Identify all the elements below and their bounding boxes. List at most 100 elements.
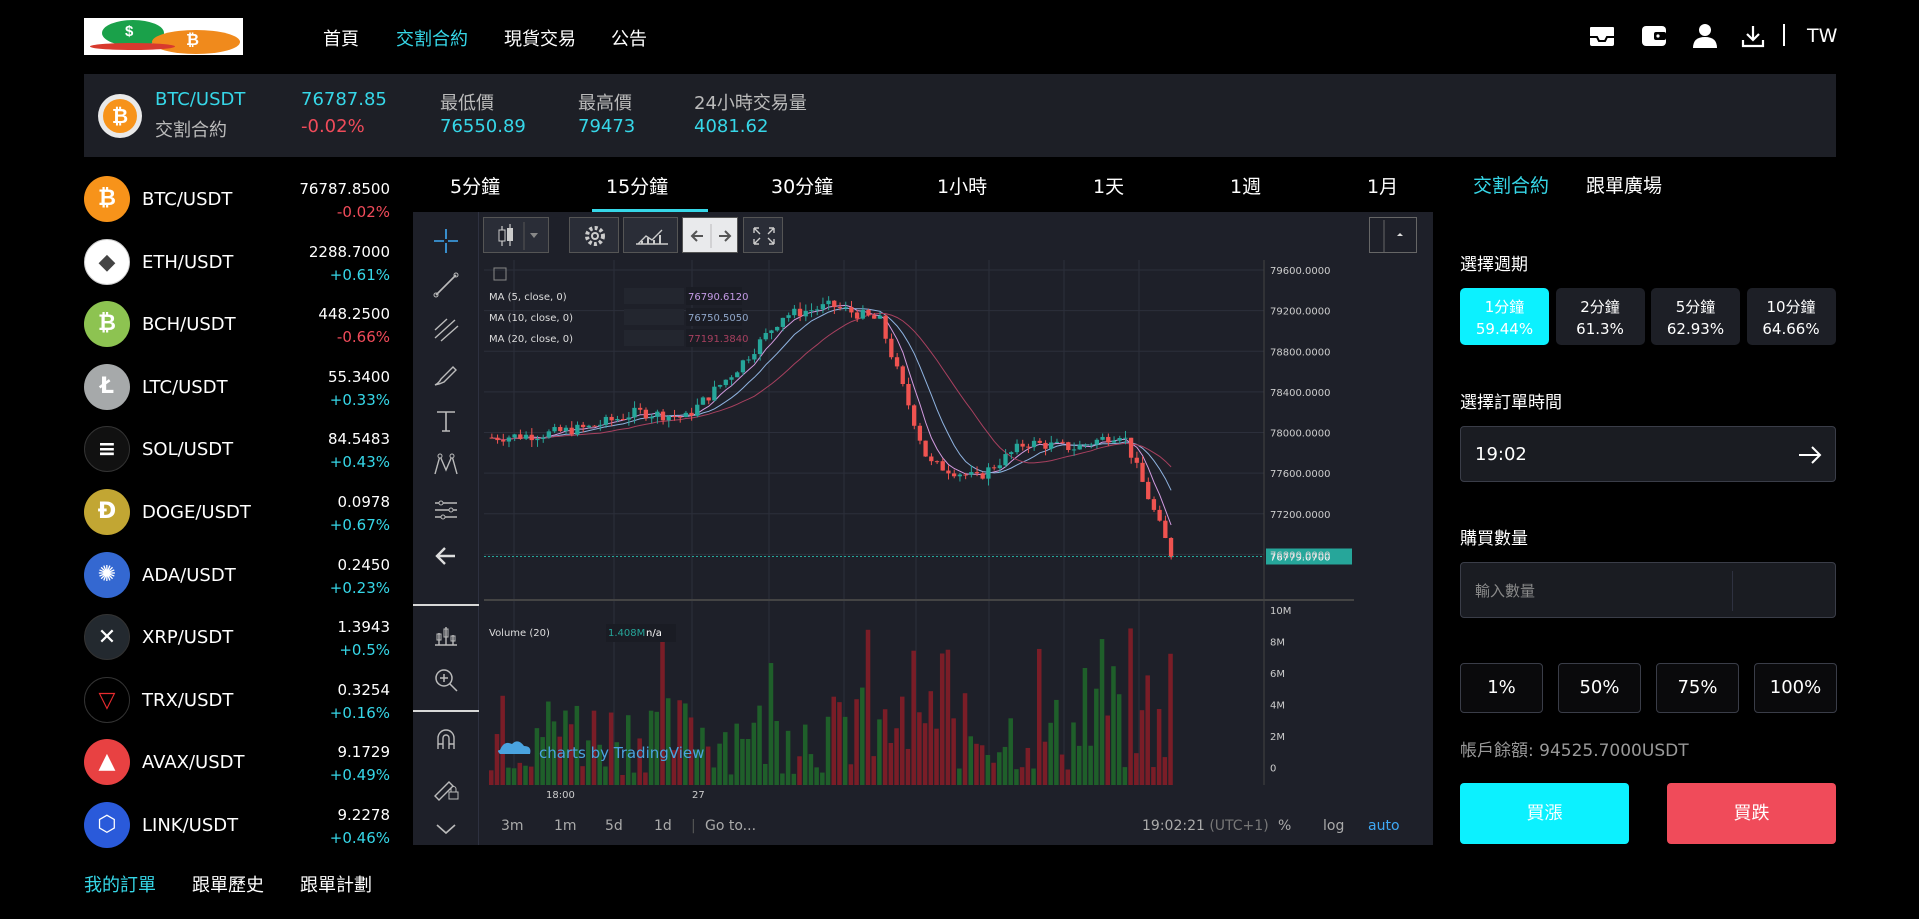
- candle-body: [843, 307, 848, 309]
- volume-legend-value: 1.408M: [608, 628, 645, 639]
- ma-value-bg: [686, 308, 742, 326]
- wallet-icon[interactable]: [1640, 22, 1668, 50]
- range-3m[interactable]: 3m: [501, 818, 524, 834]
- coin-row[interactable]: ▲ AVAX/USDT 9.1729 +0.49%: [84, 739, 390, 801]
- volume-bar: [563, 710, 568, 785]
- nav-home[interactable]: 首頁: [323, 29, 359, 50]
- volume-bar: [1014, 769, 1019, 785]
- volume-bar: [780, 773, 785, 785]
- coin-row[interactable]: ₿ BTC/USDT 76787.8500 -0.02%: [84, 176, 390, 238]
- coin-row[interactable]: ✕ XRP/USDT 1.3943 +0.5%: [84, 614, 390, 676]
- pattern-tool-icon[interactable]: [431, 450, 461, 480]
- candle-body: [957, 474, 962, 477]
- lock-drawings-icon[interactable]: [431, 772, 461, 802]
- measure-icon[interactable]: [431, 619, 461, 649]
- timeframe-tab[interactable]: 1小時: [937, 176, 988, 198]
- percent-button[interactable]: 100%: [1754, 663, 1837, 713]
- period-option[interactable]: 10分鐘 64.66%: [1746, 288, 1836, 345]
- download-icon[interactable]: [1739, 22, 1767, 50]
- timeframe-tab[interactable]: 1週: [1230, 176, 1262, 198]
- coin-row[interactable]: Ł LTC/USDT 55.3400 +0.33%: [84, 363, 390, 426]
- buy-up-button[interactable]: 買漲: [1460, 783, 1629, 844]
- volume-bar: [974, 743, 979, 785]
- coin-row[interactable]: ◆ ETH/USDT 2288.7000 +0.61%: [84, 238, 390, 301]
- timeframe-tab[interactable]: 1月: [1367, 176, 1399, 198]
- tradingview-chart[interactable]: 76779.0700 79600.0000 79200.0000 78800.0000…: [413, 212, 1433, 845]
- zoom-in-icon[interactable]: [431, 665, 461, 695]
- price-axis-label: 79200.0000: [1270, 307, 1330, 318]
- inbox-icon[interactable]: [1588, 22, 1616, 50]
- coin-row[interactable]: ✺ ADA/USDT 0.2450 +0.23%: [84, 551, 391, 614]
- nav-announcements[interactable]: 公告: [611, 29, 647, 50]
- percent-button[interactable]: 75%: [1656, 663, 1739, 713]
- coin-row[interactable]: ▽ TRX/USDT 0.3254 +0.16%: [84, 676, 390, 739]
- timeframe-tab[interactable]: 15分鐘: [606, 176, 669, 198]
- arrow-right-icon[interactable]: [1797, 443, 1823, 467]
- coin-row[interactable]: Ð DOGE/USDT 0.0978 +0.67%: [84, 489, 390, 551]
- period-time: 10分鐘: [1766, 298, 1816, 316]
- price-chart-plot[interactable]: 76779.0700 79600.0000 79200.0000 78800.0000…: [484, 260, 1354, 800]
- percent-scale-toggle[interactable]: %: [1278, 818, 1292, 834]
- candle-body: [1168, 538, 1174, 558]
- range-1d[interactable]: 1d: [654, 818, 672, 834]
- candle-body: [940, 461, 945, 471]
- prediction-tool-icon[interactable]: [431, 495, 461, 525]
- candle-body: [723, 379, 728, 386]
- magnet-icon[interactable]: [431, 725, 461, 755]
- indicators-button[interactable]: [623, 217, 678, 253]
- back-arrow-icon[interactable]: [431, 541, 461, 571]
- goto-date[interactable]: Go to...: [705, 818, 757, 834]
- quantity-input[interactable]: [1475, 571, 1733, 611]
- tab-copy-history[interactable]: 跟單歷史: [192, 875, 264, 896]
- timeframe-tab[interactable]: 1天: [1093, 176, 1125, 198]
- candle-body: [986, 467, 991, 479]
- candle-body: [912, 405, 917, 426]
- nav-delivery-contract[interactable]: 交割合約: [396, 29, 468, 50]
- coin-row[interactable]: ₿ BCH/USDT 448.2500 -0.66%: [84, 301, 390, 363]
- text-tool-icon[interactable]: [431, 406, 461, 436]
- candle-body: [997, 465, 1002, 469]
- trendline-icon[interactable]: [431, 270, 461, 300]
- volume-bar: [751, 722, 757, 785]
- range-1m[interactable]: 1m: [554, 818, 577, 834]
- candle-body: [1026, 446, 1031, 448]
- range-5d[interactable]: 5d: [605, 818, 623, 834]
- tab-delivery-contract[interactable]: 交割合約: [1473, 175, 1550, 197]
- site-logo[interactable]: $ ₿: [84, 18, 243, 55]
- tab-copy-trading-plaza[interactable]: 跟單廣場: [1586, 175, 1663, 197]
- buy-down-button[interactable]: 買跌: [1667, 783, 1836, 844]
- period-option[interactable]: 5分鐘 62.93%: [1651, 288, 1740, 345]
- period-option[interactable]: 2分鐘 61.3%: [1555, 288, 1645, 345]
- volume-bar: [734, 723, 739, 785]
- fib-tool-icon[interactable]: [431, 314, 461, 344]
- timeframe-tab[interactable]: 5分鐘: [450, 176, 501, 198]
- coin-row[interactable]: ≡ SOL/USDT 84.5483 +0.43%: [84, 426, 390, 488]
- crosshair-icon[interactable]: [431, 226, 461, 256]
- user-icon[interactable]: [1691, 22, 1719, 50]
- percent-button[interactable]: 50%: [1558, 663, 1641, 713]
- timeframe-tab[interactable]: 30分鐘: [771, 176, 834, 198]
- tab-copy-plan[interactable]: 跟單計劃: [300, 875, 372, 896]
- fullscreen-button[interactable]: [743, 217, 783, 253]
- nav-spot-trading[interactable]: 現貨交易: [504, 29, 576, 50]
- volume-bar: [1082, 668, 1088, 785]
- moving-average-line: [491, 304, 1172, 526]
- collapse-panel-button[interactable]: [1369, 217, 1417, 253]
- brush-icon[interactable]: [431, 360, 461, 390]
- candle-body: [672, 416, 677, 418]
- auto-scale-toggle[interactable]: auto: [1368, 818, 1400, 834]
- language-switch[interactable]: TW: [1807, 25, 1838, 47]
- order-time-field[interactable]: 19:02: [1460, 426, 1836, 482]
- period-option[interactable]: 1分鐘 59.44%: [1460, 288, 1549, 345]
- undo-redo-buttons[interactable]: [682, 217, 738, 253]
- chart-settings-button[interactable]: [569, 217, 619, 253]
- log-scale-toggle[interactable]: log: [1323, 818, 1345, 834]
- chart-type-button[interactable]: [483, 217, 549, 253]
- coin-row[interactable]: ⬡ LINK/USDT 9.2278 +0.46%: [84, 802, 390, 864]
- percent-button[interactable]: 1%: [1460, 663, 1543, 713]
- volume-bar: [603, 766, 608, 785]
- tab-my-orders[interactable]: 我的訂單: [84, 875, 156, 896]
- chevron-down-icon[interactable]: [431, 815, 461, 845]
- candle-body: [523, 434, 529, 439]
- coin-price: 0.2450: [337, 555, 391, 574]
